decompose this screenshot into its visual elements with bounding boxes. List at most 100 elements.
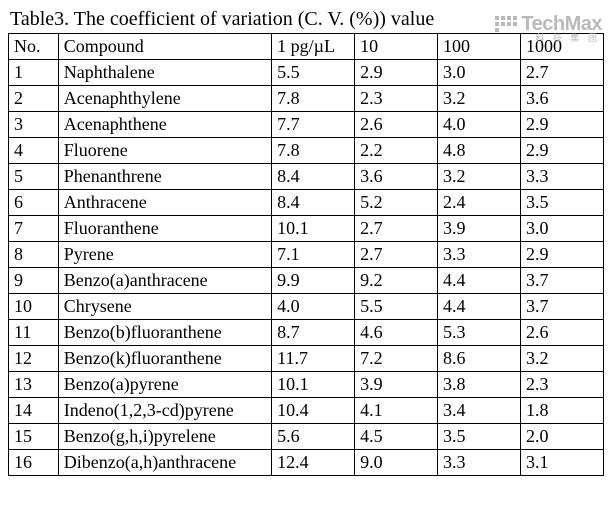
cell-no: 13 bbox=[9, 372, 59, 398]
cell-value: 3.9 bbox=[438, 216, 521, 242]
cell-no: 3 bbox=[9, 112, 59, 138]
cell-value: 2.0 bbox=[520, 424, 603, 450]
cell-no: 9 bbox=[9, 268, 59, 294]
cell-value: 3.2 bbox=[520, 346, 603, 372]
cell-value: 2.4 bbox=[438, 190, 521, 216]
cell-value: 2.9 bbox=[520, 138, 603, 164]
cell-value: 4.1 bbox=[355, 398, 438, 424]
cell-compound: Chrysene bbox=[58, 294, 271, 320]
cell-value: 3.5 bbox=[520, 190, 603, 216]
col-header-10: 10 bbox=[355, 34, 438, 60]
cell-value: 3.7 bbox=[520, 294, 603, 320]
cell-value: 3.0 bbox=[438, 60, 521, 86]
cell-no: 2 bbox=[9, 86, 59, 112]
cell-value: 3.8 bbox=[438, 372, 521, 398]
cell-value: 3.2 bbox=[438, 164, 521, 190]
cell-value: 3.5 bbox=[438, 424, 521, 450]
table-row: 11Benzo(b)fluoranthene8.74.65.32.6 bbox=[9, 320, 604, 346]
cell-no: 4 bbox=[9, 138, 59, 164]
table-row: 12Benzo(k)fluoranthene11.77.28.63.2 bbox=[9, 346, 604, 372]
cell-value: 2.3 bbox=[520, 372, 603, 398]
cell-value: 8.7 bbox=[272, 320, 355, 346]
cell-value: 4.0 bbox=[272, 294, 355, 320]
cell-no: 14 bbox=[9, 398, 59, 424]
table-row: 14Indeno(1,2,3-cd)pyrene10.44.13.41.8 bbox=[9, 398, 604, 424]
table-row: 3Acenaphthene7.72.64.02.9 bbox=[9, 112, 604, 138]
col-header-no: No. bbox=[9, 34, 59, 60]
table-row: 4Fluorene7.82.24.82.9 bbox=[9, 138, 604, 164]
cell-value: 7.1 bbox=[272, 242, 355, 268]
cell-value: 4.4 bbox=[438, 268, 521, 294]
cell-value: 3.4 bbox=[438, 398, 521, 424]
cell-value: 3.1 bbox=[520, 450, 603, 476]
cell-value: 3.6 bbox=[355, 164, 438, 190]
cell-value: 2.9 bbox=[520, 242, 603, 268]
table-row: 16Dibenzo(a,h)anthracene12.49.03.33.1 bbox=[9, 450, 604, 476]
cell-no: 8 bbox=[9, 242, 59, 268]
cell-value: 10.1 bbox=[272, 372, 355, 398]
cell-value: 2.7 bbox=[520, 60, 603, 86]
cell-value: 4.5 bbox=[355, 424, 438, 450]
cell-no: 15 bbox=[9, 424, 59, 450]
cell-value: 2.6 bbox=[355, 112, 438, 138]
table-body: 1Naphthalene5.52.93.02.72Acenaphthylene7… bbox=[9, 60, 604, 476]
cell-no: 11 bbox=[9, 320, 59, 346]
cell-value: 7.7 bbox=[272, 112, 355, 138]
cell-value: 2.7 bbox=[355, 216, 438, 242]
col-header-1000: 1000 bbox=[520, 34, 603, 60]
cell-compound: Benzo(k)fluoranthene bbox=[58, 346, 271, 372]
cell-compound: Indeno(1,2,3-cd)pyrene bbox=[58, 398, 271, 424]
cell-value: 7.2 bbox=[355, 346, 438, 372]
cell-value: 3.3 bbox=[438, 242, 521, 268]
cell-no: 10 bbox=[9, 294, 59, 320]
cell-no: 5 bbox=[9, 164, 59, 190]
cell-no: 12 bbox=[9, 346, 59, 372]
cell-value: 12.4 bbox=[272, 450, 355, 476]
cell-value: 2.6 bbox=[520, 320, 603, 346]
cell-value: 3.6 bbox=[520, 86, 603, 112]
cell-value: 2.9 bbox=[520, 112, 603, 138]
table-row: 10Chrysene4.05.54.43.7 bbox=[9, 294, 604, 320]
cell-value: 5.5 bbox=[272, 60, 355, 86]
cell-value: 2.7 bbox=[355, 242, 438, 268]
cell-value: 8.4 bbox=[272, 190, 355, 216]
cell-value: 3.3 bbox=[438, 450, 521, 476]
cell-compound: Naphthalene bbox=[58, 60, 271, 86]
cell-value: 10.1 bbox=[272, 216, 355, 242]
cell-compound: Fluorene bbox=[58, 138, 271, 164]
table-row: 5Phenanthrene8.43.63.23.3 bbox=[9, 164, 604, 190]
cell-value: 10.4 bbox=[272, 398, 355, 424]
cell-value: 2.9 bbox=[355, 60, 438, 86]
cell-no: 7 bbox=[9, 216, 59, 242]
cell-value: 3.3 bbox=[520, 164, 603, 190]
cell-value: 3.2 bbox=[438, 86, 521, 112]
cell-value: 9.0 bbox=[355, 450, 438, 476]
cell-value: 2.3 bbox=[355, 86, 438, 112]
table-row: 13Benzo(a)pyrene10.13.93.82.3 bbox=[9, 372, 604, 398]
table-row: 1Naphthalene5.52.93.02.7 bbox=[9, 60, 604, 86]
cell-value: 4.0 bbox=[438, 112, 521, 138]
cell-value: 9.2 bbox=[355, 268, 438, 294]
cell-value: 4.6 bbox=[355, 320, 438, 346]
cell-value: 8.4 bbox=[272, 164, 355, 190]
col-header-1pg: 1 pg/µL bbox=[272, 34, 355, 60]
cell-compound: Fluoranthene bbox=[58, 216, 271, 242]
cell-no: 1 bbox=[9, 60, 59, 86]
cell-value: 2.2 bbox=[355, 138, 438, 164]
cell-compound: Benzo(a)anthracene bbox=[58, 268, 271, 294]
cell-value: 7.8 bbox=[272, 138, 355, 164]
cell-compound: Benzo(a)pyrene bbox=[58, 372, 271, 398]
col-header-100: 100 bbox=[438, 34, 521, 60]
cv-table: No. Compound 1 pg/µL 10 100 1000 1Naphth… bbox=[8, 33, 604, 476]
cell-compound: Dibenzo(a,h)anthracene bbox=[58, 450, 271, 476]
cell-value: 5.6 bbox=[272, 424, 355, 450]
cell-compound: Phenanthrene bbox=[58, 164, 271, 190]
cell-no: 16 bbox=[9, 450, 59, 476]
cell-value: 3.7 bbox=[520, 268, 603, 294]
col-header-compound: Compound bbox=[58, 34, 271, 60]
cell-value: 3.9 bbox=[355, 372, 438, 398]
cell-no: 6 bbox=[9, 190, 59, 216]
table-row: 15Benzo(g,h,i)pyrelene5.64.53.52.0 bbox=[9, 424, 604, 450]
cell-compound: Benzo(g,h,i)pyrelene bbox=[58, 424, 271, 450]
cell-value: 4.4 bbox=[438, 294, 521, 320]
